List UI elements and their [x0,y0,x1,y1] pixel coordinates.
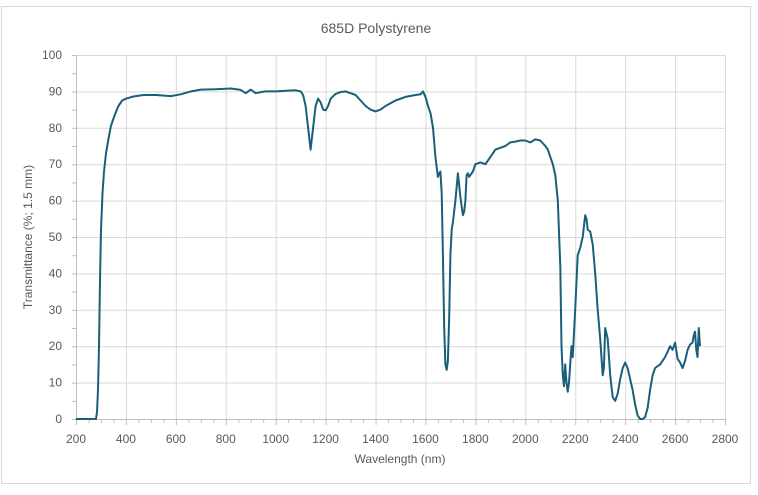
y-tick-label: 10 [49,376,63,390]
y-tick-label: 40 [49,266,63,280]
y-tick-label: 30 [49,303,63,317]
y-tick-label: 100 [42,48,62,62]
y-tick-label: 50 [49,230,63,244]
y-tick-label: 20 [49,339,63,353]
x-axis-label: Wavelength (nm) [355,452,446,466]
x-tick-label: 2400 [612,432,639,446]
y-tick-label: 0 [55,412,62,426]
axes [72,55,726,425]
gridlines [76,55,726,419]
y-tick-label: 60 [49,194,63,208]
x-tick-label: 400 [116,432,136,446]
x-tick-label: 600 [166,432,186,446]
y-tick-label: 80 [49,121,63,135]
y-tick-label: 70 [49,157,63,171]
y-axis-label: Transmittance (%; 1.5 mm) [21,165,35,309]
x-tick-label: 1200 [312,432,339,446]
x-tick-label: 1000 [262,432,289,446]
x-tick-label: 2800 [712,432,739,446]
tick-labels: 0 10 20 30 40 50 60 70 80 90 100 200 400 600 800 1000 12… [42,48,739,446]
x-tick-label: 1600 [412,432,439,446]
x-tick-label: 2200 [562,432,589,446]
transmittance-line [76,87,701,420]
y-tick-label: 90 [49,84,63,98]
x-tick-label: 1400 [362,432,389,446]
x-tick-label: 1800 [462,432,489,446]
chart-title: 685D Polystyrene [321,20,432,36]
x-tick-label: 200 [66,432,86,446]
x-tick-label: 2000 [512,432,539,446]
x-tick-label: 2600 [662,432,689,446]
x-tick-label: 800 [216,432,236,446]
